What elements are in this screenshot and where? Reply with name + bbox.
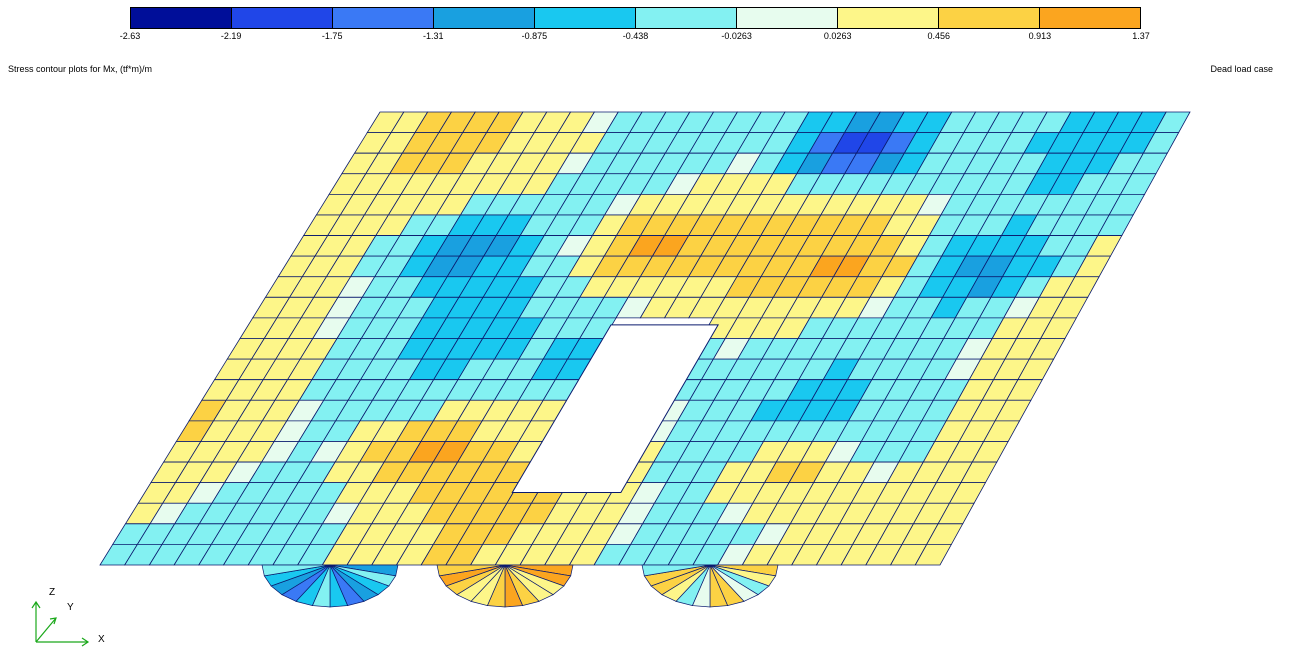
axis-z-label: Z (49, 587, 56, 598)
contour-legend-bar (130, 7, 1141, 29)
legend-tick-label: 0.0263 (823, 31, 852, 41)
pile-cap-lobe (436, 564, 574, 608)
legend-swatch (837, 8, 938, 28)
axis-x-label: X (98, 634, 105, 645)
legend-swatch (131, 8, 231, 28)
legend-swatch (231, 8, 332, 28)
pile-cap-lobe (641, 564, 779, 608)
legend-tick-label: -0.875 (521, 31, 548, 41)
legend-swatch (534, 8, 635, 28)
legend-tick-label: -0.0263 (721, 31, 752, 41)
legend-tick-label: -1.75 (321, 31, 343, 41)
legend-swatch (433, 8, 534, 28)
axis-triad: Z Y X (30, 580, 120, 650)
plot-title: Stress contour plots for Mx, (tf*m)/m (8, 64, 153, 74)
legend-tick-label: 0.913 (1028, 31, 1052, 41)
slab-opening (511, 324, 720, 494)
legend-tick-label: -1.31 (423, 31, 444, 41)
legend-swatch (938, 8, 1039, 28)
legend-swatch (332, 8, 433, 28)
legend-swatch (635, 8, 736, 28)
legend-tick-label: 1.37 (1132, 31, 1150, 41)
legend-swatch (736, 8, 837, 28)
mesh-element (914, 544, 953, 566)
legend-tick-label: 0.456 (927, 31, 951, 41)
axis-triad-icon (31, 600, 90, 647)
pile-cap-lobe (261, 564, 399, 608)
load-case-label: Dead load case (1210, 64, 1273, 74)
legend-tick-label: -2.63 (119, 31, 141, 41)
legend-tick-label: -2.19 (220, 31, 242, 41)
legend-tick-label: -0.438 (622, 31, 649, 41)
legend-swatch (1039, 8, 1140, 28)
axis-y-label: Y (67, 602, 74, 613)
